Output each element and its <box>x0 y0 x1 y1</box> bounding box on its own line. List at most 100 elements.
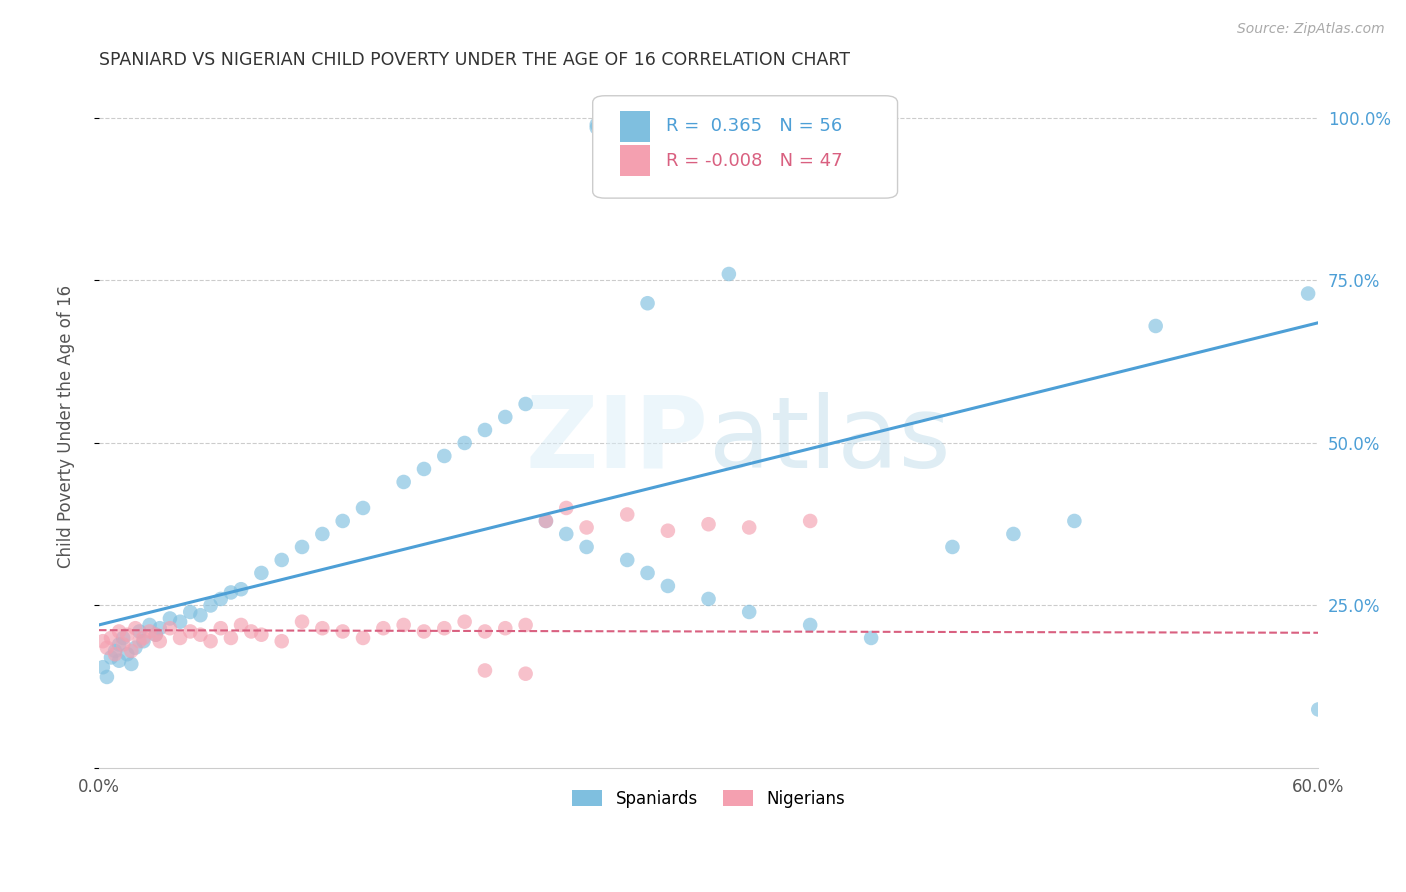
Point <box>860 631 883 645</box>
FancyBboxPatch shape <box>620 145 650 176</box>
Point <box>575 520 598 534</box>
Point <box>219 631 242 645</box>
Point <box>637 296 659 310</box>
Point <box>169 615 191 629</box>
Point <box>124 621 146 635</box>
Point <box>112 631 135 645</box>
Text: R = -0.008   N = 47: R = -0.008 N = 47 <box>666 152 842 169</box>
Point <box>657 579 679 593</box>
Point <box>250 628 273 642</box>
Point <box>120 657 142 671</box>
Point <box>145 628 167 642</box>
Point <box>108 637 131 651</box>
Point <box>229 618 252 632</box>
Point <box>637 566 659 580</box>
Point <box>616 553 638 567</box>
Point <box>352 500 374 515</box>
Point <box>128 634 150 648</box>
Point <box>159 621 181 635</box>
Point <box>585 118 607 132</box>
Point <box>138 618 160 632</box>
Point <box>616 508 638 522</box>
Point <box>179 605 201 619</box>
Point <box>104 647 127 661</box>
Point <box>534 514 557 528</box>
Point <box>474 624 496 639</box>
Point <box>128 624 150 639</box>
Point <box>100 650 122 665</box>
Text: SPANIARD VS NIGERIAN CHILD POVERTY UNDER THE AGE OF 16 CORRELATION CHART: SPANIARD VS NIGERIAN CHILD POVERTY UNDER… <box>98 51 849 69</box>
Point <box>179 624 201 639</box>
FancyBboxPatch shape <box>593 95 897 198</box>
Point <box>311 527 333 541</box>
Point <box>799 618 821 632</box>
Point <box>138 624 160 639</box>
Point <box>91 660 114 674</box>
Point <box>575 540 598 554</box>
Point <box>104 644 127 658</box>
Point <box>373 621 395 635</box>
Point <box>270 553 292 567</box>
Point <box>169 631 191 645</box>
Text: ZIP: ZIP <box>526 392 709 489</box>
Point <box>120 644 142 658</box>
Point <box>534 514 557 528</box>
Point <box>555 527 578 541</box>
Point <box>494 621 516 635</box>
Point <box>91 634 114 648</box>
Point <box>291 540 314 554</box>
Point <box>697 517 720 532</box>
Point <box>657 524 679 538</box>
Point <box>392 475 415 489</box>
Point <box>1002 527 1025 541</box>
Point <box>494 409 516 424</box>
Point <box>413 624 436 639</box>
Text: R =  0.365   N = 56: R = 0.365 N = 56 <box>666 118 842 136</box>
Point <box>209 621 232 635</box>
Point <box>270 634 292 648</box>
Point <box>1296 286 1319 301</box>
Point <box>96 670 118 684</box>
Point <box>1063 514 1085 528</box>
Point <box>311 621 333 635</box>
Point <box>515 618 537 632</box>
Point <box>117 647 139 661</box>
Point <box>453 615 475 629</box>
Point <box>1308 702 1330 716</box>
Point <box>332 514 354 528</box>
Point <box>585 120 607 135</box>
Point <box>124 640 146 655</box>
Point <box>433 621 456 635</box>
Point <box>738 520 761 534</box>
Point <box>149 621 172 635</box>
Point <box>108 654 131 668</box>
Legend: Spaniards, Nigerians: Spaniards, Nigerians <box>565 783 852 814</box>
Point <box>190 608 212 623</box>
Point <box>200 634 222 648</box>
Point <box>413 462 436 476</box>
Point <box>250 566 273 580</box>
Point <box>149 634 172 648</box>
Point <box>291 615 314 629</box>
Point <box>799 514 821 528</box>
Point <box>132 631 155 645</box>
Text: atlas: atlas <box>709 392 950 489</box>
Point <box>1144 318 1167 333</box>
Point <box>219 585 242 599</box>
Point <box>209 591 232 606</box>
Point <box>100 631 122 645</box>
Point <box>738 605 761 619</box>
FancyBboxPatch shape <box>620 112 650 142</box>
Point <box>190 628 212 642</box>
Y-axis label: Child Poverty Under the Age of 16: Child Poverty Under the Age of 16 <box>58 285 75 568</box>
Point <box>941 540 963 554</box>
Point <box>240 624 263 639</box>
Point <box>132 634 155 648</box>
Point <box>352 631 374 645</box>
Point <box>229 582 252 597</box>
Point <box>555 500 578 515</box>
Point <box>474 423 496 437</box>
Point <box>108 624 131 639</box>
Point <box>145 628 167 642</box>
Point <box>392 618 415 632</box>
